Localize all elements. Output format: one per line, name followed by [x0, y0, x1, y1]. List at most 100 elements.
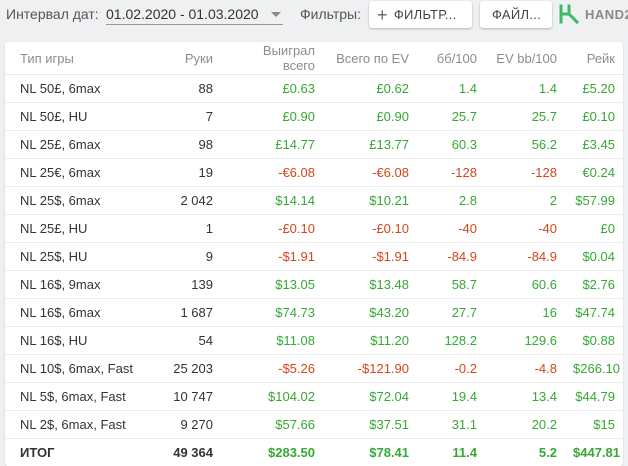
bb100-cell: 31.1 — [417, 410, 485, 439]
bb100-cell: 128.2 — [417, 326, 485, 355]
add-filter-button[interactable]: + ФИЛЬТР... — [369, 1, 472, 28]
ev-bb100-cell: -84.9 — [485, 242, 565, 271]
ev-bb100-cell: 2 — [485, 186, 565, 215]
column-header-ev-total[interactable]: Всего по EV — [323, 42, 417, 75]
table-row[interactable]: NL 10$, 6max, Fast 25 203 -$5.26 -$121.90 -0… — [5, 354, 623, 383]
table-row[interactable]: NL 16$, 6max 1 687 $74.73 $43.20 27.7 16 $47.7… — [5, 298, 623, 327]
game-type-cell: NL 2$, 6max, Fast — [5, 410, 155, 439]
game-type-cell: NL 25€, 6max — [5, 158, 155, 187]
ev-cell: $72.04 — [323, 382, 417, 411]
hands-cell: 139 — [155, 270, 221, 299]
column-header-hands[interactable]: Руки — [155, 42, 221, 75]
rake-cell: €0.24 — [565, 158, 623, 187]
table-body: NL 50£, 6max 88 £0.63 £0.62 1.4 1.4 £5.20 NL 50… — [5, 74, 623, 466]
column-header-rake[interactable]: Рейк — [565, 42, 623, 75]
won-cell: £14.77 — [221, 130, 323, 159]
bb100-cell: 11.4 — [452, 444, 477, 460]
game-type-cell: NL 25$, HU — [5, 242, 155, 271]
bb100-cell: 1.4 — [417, 74, 485, 103]
rake-cell: £0 — [565, 214, 623, 243]
won-cell: -€6.08 — [221, 158, 323, 187]
ev-bb100-cell: 60.6 — [485, 270, 565, 299]
rake-cell: £3.45 — [565, 130, 623, 159]
rake-cell: $266.10 — [565, 354, 623, 383]
won-cell: £0.90 — [221, 102, 323, 131]
hands-cell: 10 747 — [155, 382, 221, 411]
column-header-won-total[interactable]: Выиграл всего — [221, 42, 323, 75]
column-header-game-type[interactable]: Тип игры — [5, 42, 155, 75]
hand2note-logo: HAND2 — [558, 2, 628, 26]
ev-bb100-cell: -40 — [485, 214, 565, 243]
table-total-row[interactable]: ИТОГ 49 364 $283.50 $78.41 11.4 5.2 $447.81 — [5, 439, 623, 466]
table-row[interactable]: NL 50£, HU 7 £0.90 £0.90 25.7 25.7 £0.10 — [5, 102, 623, 131]
hands-cell: 19 — [155, 158, 221, 187]
won-cell: -$5.26 — [221, 354, 323, 383]
bb100-cell: 58.7 — [417, 270, 485, 299]
table-row[interactable]: NL 5$, 6max, Fast 10 747 $104.02 $72.04 19.4… — [5, 382, 623, 411]
bb100-cell: 2.8 — [417, 186, 485, 215]
ev-cell: $13.48 — [323, 270, 417, 299]
bb100-cell: 60.3 — [417, 130, 485, 159]
date-interval-label: Интервал дат: — [6, 6, 99, 22]
date-range-select[interactable]: 01.02.2020 - 01.03.2020 — [106, 4, 283, 25]
add-filter-label: ФИЛЬТР... — [393, 7, 457, 22]
game-type-cell: NL 16$, 9max — [5, 270, 155, 299]
bb100-cell: 19.4 — [417, 382, 485, 411]
hands-cell: 98 — [155, 130, 221, 159]
table-row[interactable]: NL 25€, 6max 19 -€6.08 -€6.08 -128 -128 €0.24 — [5, 158, 623, 187]
table-row[interactable]: NL 50£, 6max 88 £0.63 £0.62 1.4 1.4 £5.20 — [5, 74, 623, 103]
table-row[interactable]: NL 16$, 9max 139 $13.05 $13.48 58.7 60.6 $2.76 — [5, 270, 623, 299]
table-row[interactable]: NL 25£, 6max 98 £14.77 £13.77 60.3 56.2 £3.45 — [5, 130, 623, 159]
bb100-cell: -40 — [417, 214, 485, 243]
column-header-bb100[interactable]: бб/100 — [417, 42, 485, 75]
ev-bb100-cell: 56.2 — [485, 130, 565, 159]
won-cell: -$1.91 — [221, 242, 323, 271]
rake-cell: $0.88 — [565, 326, 623, 355]
ev-bb100-cell: 13.4 — [485, 382, 565, 411]
won-cell: -£0.10 — [221, 214, 323, 243]
hands-cell: 9 — [155, 242, 221, 271]
ev-bb100-cell: -128 — [485, 158, 565, 187]
game-type-cell: NL 10$, 6max, Fast — [5, 354, 155, 383]
game-type-cell: NL 25£, HU — [5, 214, 155, 243]
table-row[interactable]: NL 25£, HU 1 -£0.10 -£0.10 -40 -40 £0 — [5, 214, 623, 243]
rake-cell: $57.99 — [565, 186, 623, 215]
won-cell: £0.63 — [221, 74, 323, 103]
won-cell: $57.66 — [221, 410, 323, 439]
hand2note-logo-icon — [559, 4, 580, 25]
table-row[interactable]: NL 25$, HU 9 -$1.91 -$1.91 -84.9 -84.9 $0.04 — [5, 242, 623, 271]
table-row[interactable]: NL 2$, 6max, Fast 9 270 $57.66 $37.51 31.1 20… — [5, 410, 623, 439]
game-type-cell: NL 5$, 6max, Fast — [5, 382, 155, 411]
bb100-cell: 27.7 — [417, 298, 485, 327]
rake-cell: $2.76 — [565, 270, 623, 299]
table-row[interactable]: NL 16$, HU 54 $11.08 $11.20 128.2 129.6 $0.88 — [5, 326, 623, 355]
game-type-cell: NL 16$, HU — [5, 326, 155, 355]
ev-cell: -£0.10 — [323, 214, 417, 243]
rake-cell: $15 — [565, 410, 623, 439]
ev-bb100-cell: 1.4 — [485, 74, 565, 103]
hands-cell: 25 203 — [155, 354, 221, 383]
plus-icon: + — [377, 4, 388, 25]
table-row[interactable]: NL 25$, 6max 2 042 $14.14 $10.21 2.8 2 $57.99 — [5, 186, 623, 215]
ev-cell: $10.21 — [323, 186, 417, 215]
ev-cell: $37.51 — [323, 410, 417, 439]
logo-text: HAND2 — [585, 6, 628, 22]
rake-cell: $47.74 — [565, 298, 623, 327]
won-cell: $283.50 — [268, 444, 315, 460]
ev-bb100-cell: 20.2 — [485, 410, 565, 439]
column-header-ev-bb100[interactable]: EV bb/100 — [485, 42, 565, 75]
won-cell: $74.73 — [221, 298, 323, 327]
won-cell: $11.08 — [221, 326, 323, 355]
ev-bb100-cell: 25.7 — [485, 102, 565, 131]
hands-cell: 54 — [155, 326, 221, 355]
game-type-cell: NL 50£, 6max — [5, 74, 155, 103]
won-cell: $14.14 — [221, 186, 323, 215]
hands-cell: 7 — [155, 102, 221, 131]
won-cell: $104.02 — [221, 382, 323, 411]
ev-bb100-cell: -4.8 — [485, 354, 565, 383]
caret-down-icon — [270, 12, 281, 17]
toolbar: Интервал дат: 01.02.2020 - 01.03.2020 Фи… — [0, 0, 628, 32]
ev-bb100-cell: 129.6 — [485, 326, 565, 355]
ev-cell: £0.62 — [323, 74, 417, 103]
file-button[interactable]: ФАЙЛ... — [480, 1, 552, 28]
